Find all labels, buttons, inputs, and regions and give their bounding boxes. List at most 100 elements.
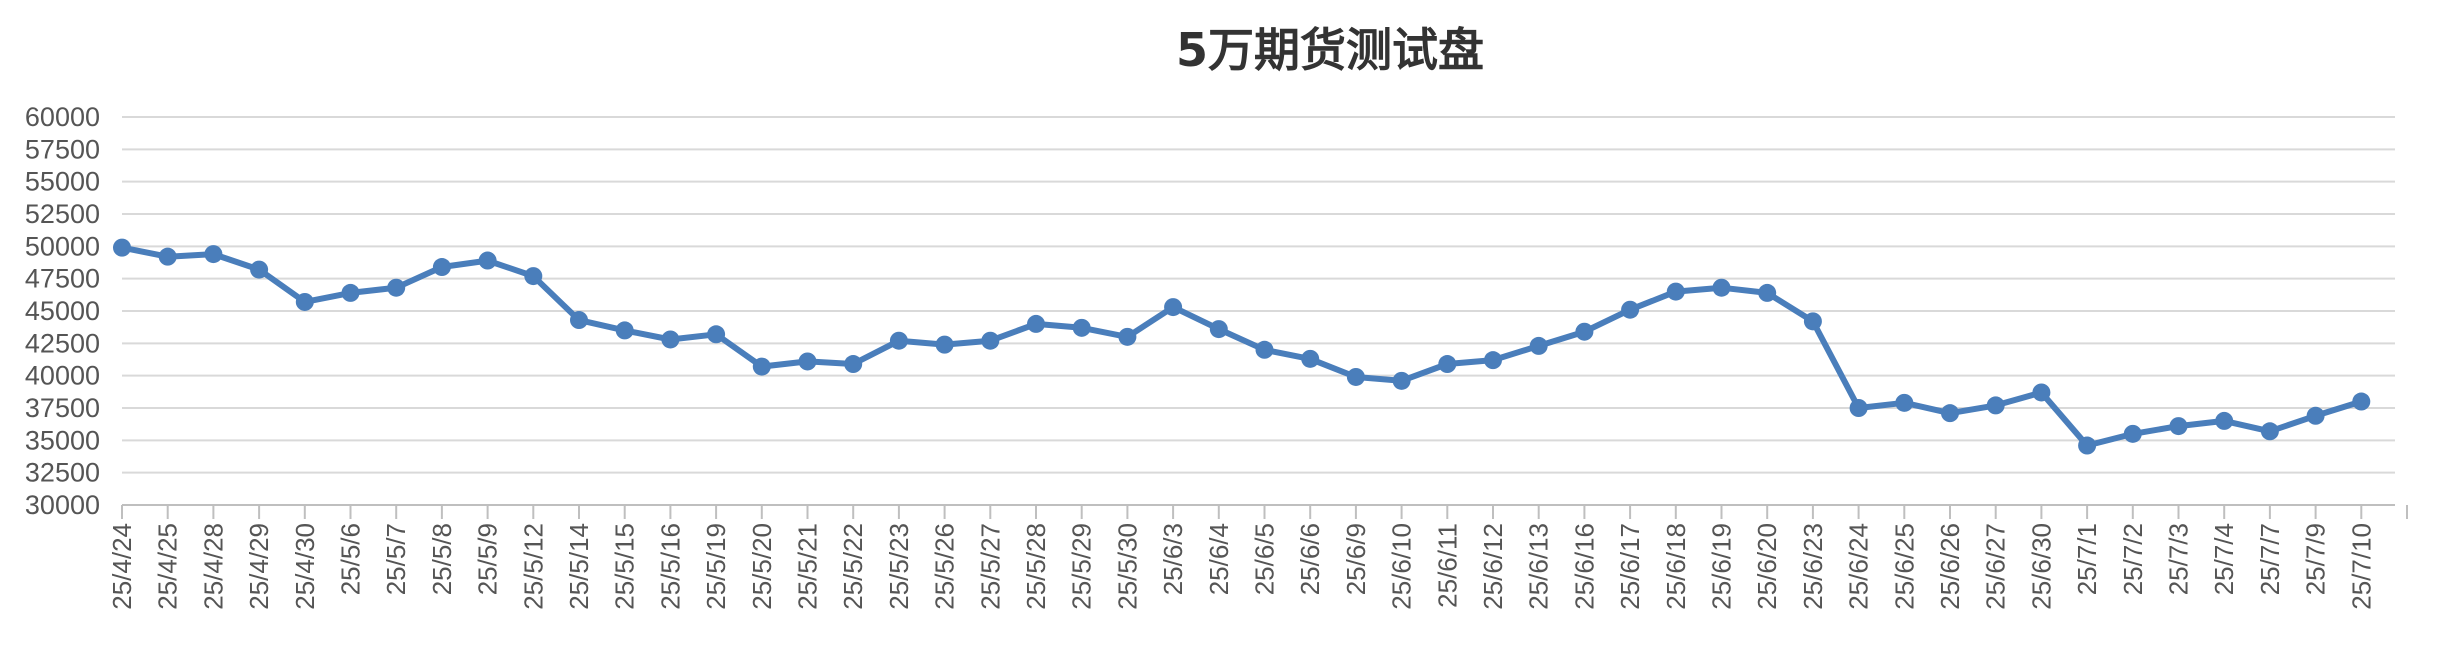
x-tick-label: 25/6/4 — [1204, 523, 1234, 595]
y-tick-label: 52500 — [25, 199, 100, 229]
x-tick-label: 25/7/1 — [2072, 523, 2102, 595]
data-point — [2306, 406, 2325, 425]
data-point — [707, 325, 726, 344]
x-tick-label: 25/6/19 — [1707, 523, 1737, 610]
x-tick-label: 25/5/27 — [975, 523, 1005, 610]
data-point — [2352, 392, 2371, 411]
data-point — [889, 331, 908, 350]
x-tick-label: 25/6/23 — [1798, 523, 1828, 610]
data-point — [981, 331, 1000, 350]
data-point — [1255, 340, 1274, 359]
x-tick-label: 25/5/26 — [930, 523, 960, 610]
data-point — [1027, 314, 1045, 333]
y-tick-label: 57500 — [25, 134, 100, 164]
x-tick-label: 25/5/6 — [336, 523, 366, 595]
x-tick-label: 25/5/9 — [473, 523, 503, 595]
data-point — [1986, 396, 2005, 415]
x-tick-label: 25/6/18 — [1661, 523, 1691, 610]
data-point — [1849, 399, 1868, 417]
x-tick-label: 25/5/12 — [518, 523, 548, 610]
data-point — [1164, 298, 1183, 317]
data-point — [615, 321, 634, 340]
x-tick-label: 25/4/29 — [244, 523, 274, 610]
data-point — [1666, 282, 1685, 301]
data-point — [2260, 422, 2279, 441]
y-tick-label: 50000 — [25, 231, 100, 261]
x-tick-label: 25/6/11 — [1432, 523, 1462, 608]
data-point — [2215, 411, 2234, 430]
data-point — [158, 247, 177, 266]
y-tick-label: 45000 — [25, 296, 100, 326]
data-point — [524, 267, 543, 286]
x-tick-label: 25/6/10 — [1387, 523, 1417, 610]
data-point — [2078, 436, 2097, 455]
x-tick-label: 25/7/2 — [2118, 523, 2148, 595]
x-tick-label: 25/6/9 — [1341, 523, 1371, 595]
data-point — [1758, 283, 1777, 302]
x-tick-label: 25/6/13 — [1524, 523, 1554, 610]
x-tick-label: 25/7/3 — [2164, 523, 2194, 595]
data-point — [2032, 383, 2051, 402]
data-point — [1301, 349, 1320, 368]
data-point — [1941, 404, 1959, 423]
x-tick-label: 25/6/30 — [2026, 523, 2056, 610]
x-tick-label: 25/6/6 — [1295, 523, 1325, 595]
data-point — [2169, 417, 2188, 436]
data-point — [2123, 424, 2142, 443]
data-point — [478, 251, 497, 270]
data-point — [1392, 371, 1411, 390]
series-line — [121, 244, 2363, 449]
x-tick-label: 25/5/8 — [427, 523, 457, 595]
x-tick-label: 25/4/24 — [107, 523, 137, 610]
x-tick-label: 25/7/7 — [2255, 523, 2285, 595]
data-point — [250, 260, 269, 279]
data-point — [295, 292, 314, 311]
data-point — [1118, 327, 1137, 346]
y-tick-label: 37500 — [25, 393, 100, 423]
x-tick-label: 25/6/5 — [1250, 523, 1280, 595]
y-tick-label: 60000 — [25, 102, 100, 132]
data-point — [1712, 278, 1731, 297]
x-tick-label: 25/6/27 — [1981, 523, 2011, 610]
x-tick-label: 25/5/14 — [564, 523, 594, 610]
data-point — [387, 278, 406, 297]
y-tick-label: 42500 — [25, 328, 100, 358]
data-point — [341, 283, 360, 302]
x-tick-label: 25/5/16 — [655, 523, 685, 610]
x-tick-label: 25/6/24 — [1844, 523, 1874, 610]
data-point — [844, 355, 863, 374]
y-tick-label: 30000 — [25, 490, 100, 520]
data-point — [1072, 318, 1091, 337]
data-point — [1209, 320, 1228, 339]
x-tick-label: 25/5/15 — [610, 523, 640, 610]
chart-title: 5万期货测试盘 — [1175, 23, 1484, 77]
data-point — [1529, 336, 1548, 355]
x-tick-label: 25/6/12 — [1478, 523, 1508, 610]
y-tick-label: 35000 — [25, 425, 100, 455]
x-tick-label: 25/6/16 — [1569, 523, 1599, 610]
data-point — [1895, 393, 1914, 412]
data-point — [570, 311, 588, 330]
data-point — [935, 335, 954, 354]
x-tick-label: 25/7/10 — [2346, 523, 2376, 610]
data-point — [1621, 300, 1640, 319]
x-tick-label: 25/6/3 — [1158, 523, 1188, 595]
data-point — [1803, 312, 1822, 331]
data-point — [204, 245, 223, 264]
x-tick-label: 25/5/22 — [838, 523, 868, 610]
x-tick-label: 25/7/4 — [2209, 523, 2239, 595]
y-tick-label: 55000 — [25, 167, 100, 197]
y-tick-label: 40000 — [25, 361, 100, 391]
x-tick-label: 25/5/23 — [884, 523, 914, 610]
data-point — [752, 357, 771, 376]
data-point — [432, 258, 451, 277]
x-tick-label: 25/6/20 — [1752, 523, 1782, 610]
x-tick-label: 25/6/26 — [1935, 523, 1965, 610]
x-tick-label: 25/5/21 — [793, 523, 823, 610]
data-point — [1575, 322, 1594, 341]
x-tick-label: 25/4/30 — [290, 523, 320, 610]
x-tick-label: 25/6/17 — [1615, 523, 1645, 610]
data-point — [798, 352, 817, 371]
x-tick-label: 25/5/20 — [747, 523, 777, 610]
